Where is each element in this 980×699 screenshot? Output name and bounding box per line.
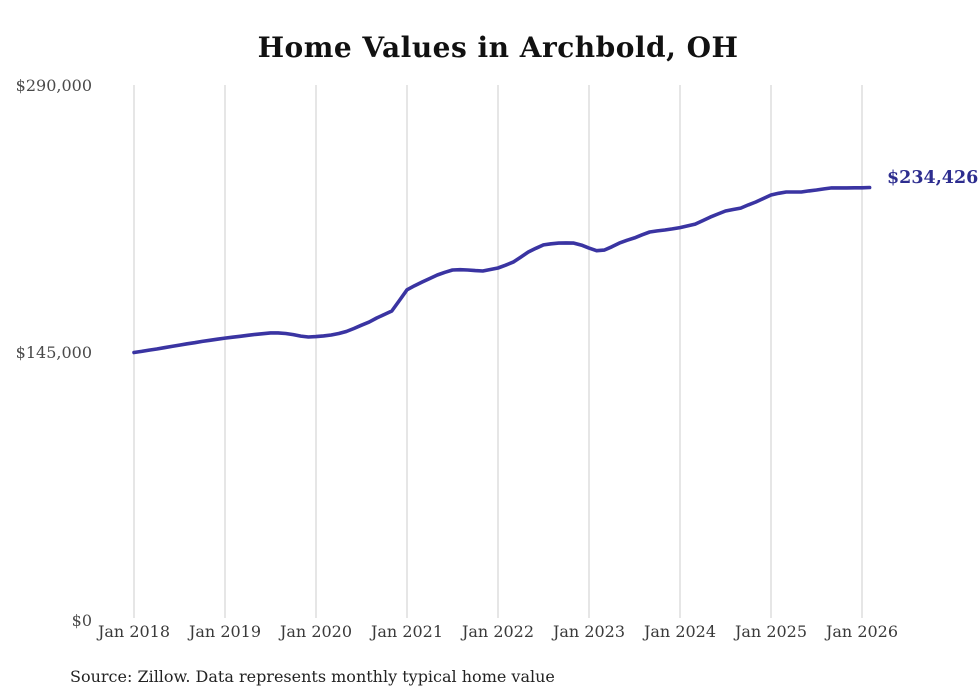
y-tick-label-0: $0	[71, 611, 92, 630]
x-tick-label-2021: Jan 2021	[370, 622, 444, 641]
x-tick-label-2026: Jan 2026	[825, 622, 899, 641]
series-end-value-label: $234,426	[887, 168, 979, 188]
y-tick-label-145000: $145,000	[15, 343, 92, 362]
x-tick-label-2019: Jan 2019	[188, 622, 262, 641]
y-tick-label-290000: $290,000	[15, 76, 92, 95]
x-tick-label-2024: Jan 2024	[643, 622, 717, 641]
x-tick-label-2023: Jan 2023	[552, 622, 626, 641]
source-note: Source: Zillow. Data represents monthly …	[70, 667, 555, 686]
x-tick-label-2020: Jan 2020	[279, 622, 353, 641]
x-tick-label-2018: Jan 2018	[97, 622, 171, 641]
x-tick-label-2025: Jan 2025	[734, 622, 808, 641]
chart-title: Home Values in Archbold, OH	[257, 31, 739, 64]
x-tick-label-2022: Jan 2022	[461, 622, 535, 641]
home-value-line	[132, 185, 872, 355]
